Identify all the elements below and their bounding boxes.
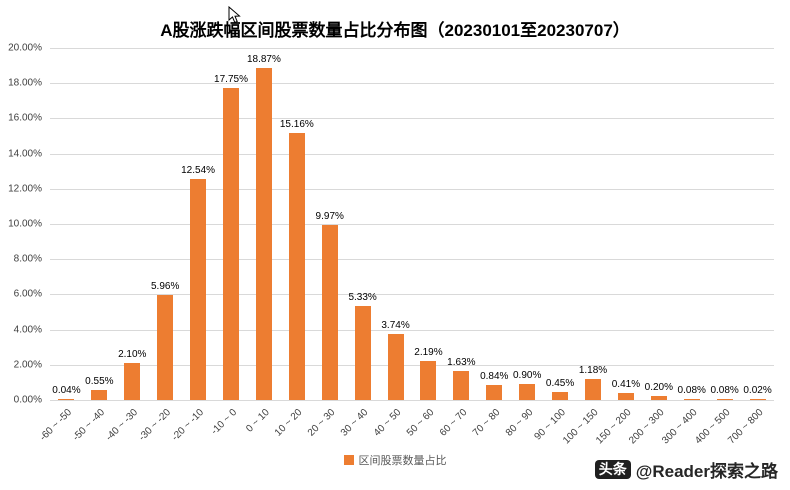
- bar-value-label: 17.75%: [214, 74, 248, 85]
- x-tick-label: 150 ~ 200: [594, 407, 634, 447]
- bar-value-label: 1.63%: [447, 357, 476, 368]
- bar-value-label: 2.10%: [118, 349, 147, 360]
- x-tick-label: -40 ~ -30: [103, 407, 141, 444]
- x-tick-label: 0 ~ 10: [244, 407, 272, 435]
- x-tick-label: -60 ~ -50: [37, 407, 75, 444]
- bar-80~90: [519, 384, 535, 400]
- bar-value-label: 5.33%: [348, 292, 377, 303]
- gridline: [50, 294, 774, 296]
- bar-value-label: 0.41%: [611, 379, 641, 390]
- bar-value-label: 0.08%: [677, 385, 706, 396]
- x-tick-label: -50 ~ -40: [70, 407, 108, 444]
- x-tick-label: 60 ~ 70: [437, 407, 470, 439]
- bar--50~-40: [91, 390, 107, 400]
- chart-title: A股涨跌幅区间股票数量占比分布图（20230101至20230707）: [160, 21, 630, 40]
- watermark-text: @Reader探索之路: [635, 462, 778, 481]
- y-tick-label: 4.00%: [13, 324, 42, 336]
- bar-70~80: [486, 385, 502, 400]
- bar-value-label: 0.02%: [743, 385, 772, 396]
- x-tick-label: 200 ~ 300: [627, 407, 667, 447]
- gridline: [50, 400, 774, 401]
- bar-100~150: [585, 379, 601, 400]
- bar-value-label: 0.20%: [644, 382, 673, 393]
- gridline: [50, 329, 774, 331]
- x-tick-label: 10 ~ 20: [273, 407, 305, 439]
- bar-400~500: [717, 399, 733, 400]
- gridline: [50, 83, 774, 85]
- watermark: 头条 @Reader探索之路: [594, 457, 778, 482]
- gridline: [50, 259, 774, 261]
- y-tick-label: 0.00%: [13, 394, 42, 406]
- bar-value-label: 2.19%: [414, 347, 443, 358]
- y-tick-label: 20.00%: [8, 42, 42, 54]
- bar--40~-30: [124, 363, 140, 400]
- x-tick-label: 40 ~ 50: [371, 407, 404, 439]
- bar-value-label: 0.08%: [710, 385, 739, 396]
- y-tick-label: 18.00%: [8, 77, 42, 89]
- watermark-badge: 头条: [594, 459, 631, 480]
- y-tick-label: 8.00%: [13, 253, 42, 265]
- y-tick-label: 2.00%: [13, 359, 42, 371]
- x-tick-label: 80 ~ 90: [503, 407, 535, 439]
- x-tick-label: 50 ~ 60: [404, 407, 437, 439]
- bar-value-label: 0.45%: [545, 378, 575, 389]
- bar-300~400: [684, 399, 700, 400]
- bar-50~60: [420, 361, 436, 400]
- bar--20~-10: [190, 179, 206, 400]
- y-tick-label: 10.00%: [8, 218, 42, 230]
- bar-10~20: [289, 133, 305, 400]
- x-tick-label: -10 ~ 0: [208, 407, 239, 437]
- bar-150~200: [618, 393, 634, 400]
- bar-value-label: 9.97%: [315, 211, 344, 222]
- bar--60~-50: [58, 399, 74, 400]
- bar-value-label: 1.18%: [578, 365, 608, 376]
- legend-marker-square: [343, 455, 354, 465]
- bar--10~0: [223, 88, 239, 400]
- gridline: [50, 118, 774, 120]
- bar-value-label: 12.54%: [181, 165, 216, 176]
- x-tick-label: 70 ~ 80: [470, 407, 503, 439]
- y-tick-label: 6.00%: [13, 288, 42, 300]
- bar-90~100: [552, 392, 568, 400]
- y-tick-label: 12.00%: [8, 183, 42, 195]
- bar-value-label: 15.16%: [279, 119, 314, 130]
- bar-60~70: [453, 371, 469, 400]
- y-tick-label: 14.00%: [8, 148, 42, 160]
- bar-value-label: 0.55%: [85, 376, 114, 387]
- bar-30~40: [355, 306, 371, 400]
- gridline: [50, 188, 774, 190]
- mouse-cursor-icon: [228, 6, 241, 24]
- bar-40~50: [388, 334, 404, 400]
- x-tick-label: -20 ~ -10: [169, 407, 206, 444]
- x-tick-label: 30 ~ 40: [338, 407, 371, 439]
- bar-200~300: [651, 396, 667, 400]
- gridline: [50, 48, 774, 49]
- bar--30~-20: [157, 295, 173, 400]
- bar-700~800: [750, 399, 766, 400]
- plot-area: 0.04% -60 ~ -50 0.55% -50 ~ -40 2.10% -40 ~ -…: [38, 48, 774, 446]
- gridline: [50, 224, 774, 225]
- gridline: [50, 153, 774, 155]
- gridline: [50, 364, 774, 366]
- x-tick-label: -30 ~ -20: [136, 407, 173, 444]
- bar-value-label: 0.84%: [480, 371, 509, 382]
- bar-0~10: [256, 68, 272, 400]
- bar-value-label: 5.96%: [150, 281, 180, 292]
- legend: 区间股票数量占比: [0, 452, 790, 468]
- y-tick-label: 16.00%: [8, 112, 42, 124]
- y-axis: 0.00% 2.00% 4.00% 6.00% 8.00% 10.00% 12.00% 14.…: [0, 43, 46, 406]
- bar-value-label: 0.04%: [52, 385, 81, 396]
- legend-label: 区间股票数量占比: [358, 455, 447, 467]
- bar-value-label: 3.74%: [381, 320, 410, 331]
- bar-20~30: [322, 225, 338, 400]
- x-tick-label: 20 ~ 30: [305, 407, 338, 439]
- x-tick-label: 100 ~ 150: [561, 407, 601, 447]
- bar-value-label: 0.90%: [512, 370, 542, 381]
- bar-value-label: 18.87%: [246, 54, 281, 65]
